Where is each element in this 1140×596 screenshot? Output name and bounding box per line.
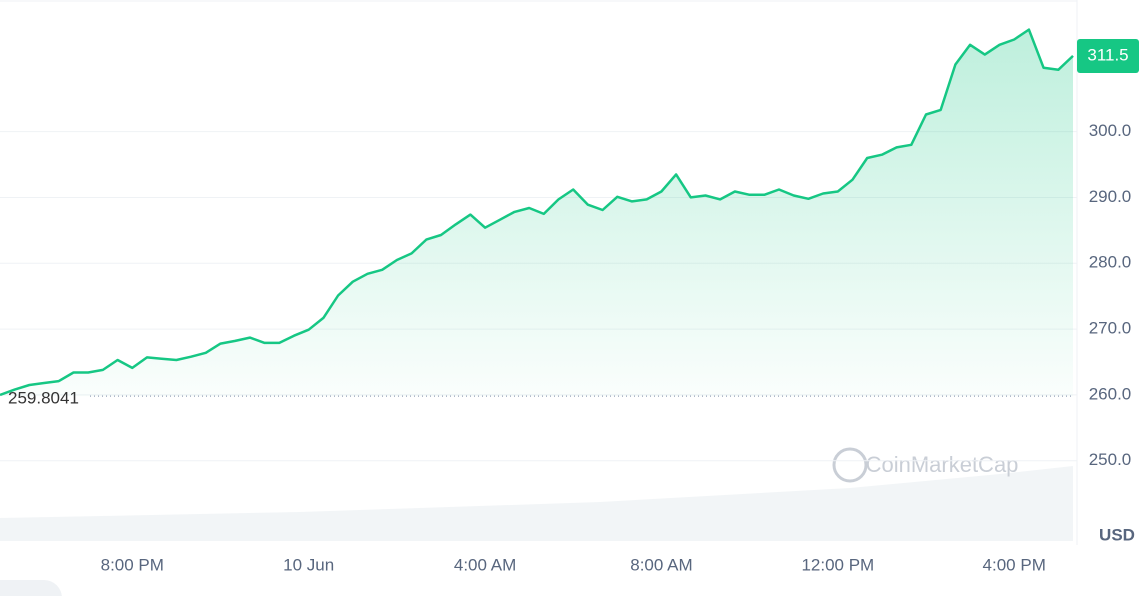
y-tick-label: 270.0 [1089, 319, 1132, 338]
badge [0, 580, 62, 596]
reference-label: 259.8041 [8, 389, 79, 408]
price-tag [1077, 38, 1139, 73]
x-tick-label: 10 Jun [283, 555, 334, 574]
y-tick-label: 250.0 [1089, 450, 1132, 469]
x-tick-label: 4:00 PM [983, 555, 1046, 574]
watermark-logo [832, 447, 868, 483]
watermark: CoinMarketCap [866, 452, 1019, 477]
price-tag-label: 311.5 [1087, 45, 1128, 64]
x-tick-label: 8:00 AM [630, 555, 692, 574]
y-unit: USD [1099, 525, 1135, 544]
x-tick-label: 8:00 PM [101, 555, 164, 574]
volume-area [0, 466, 1073, 541]
y-tick-label: 280.0 [1089, 253, 1132, 272]
y-tick-label: 260.0 [1089, 384, 1132, 403]
y-tick-label: 300.0 [1089, 121, 1132, 140]
area-fill [0, 29, 1073, 397]
x-tick-label: 12:00 PM [801, 555, 874, 574]
x-tick-label: 4:00 AM [454, 555, 516, 574]
y-tick-label: 290.0 [1089, 187, 1132, 206]
price-line [0, 28, 1074, 397]
